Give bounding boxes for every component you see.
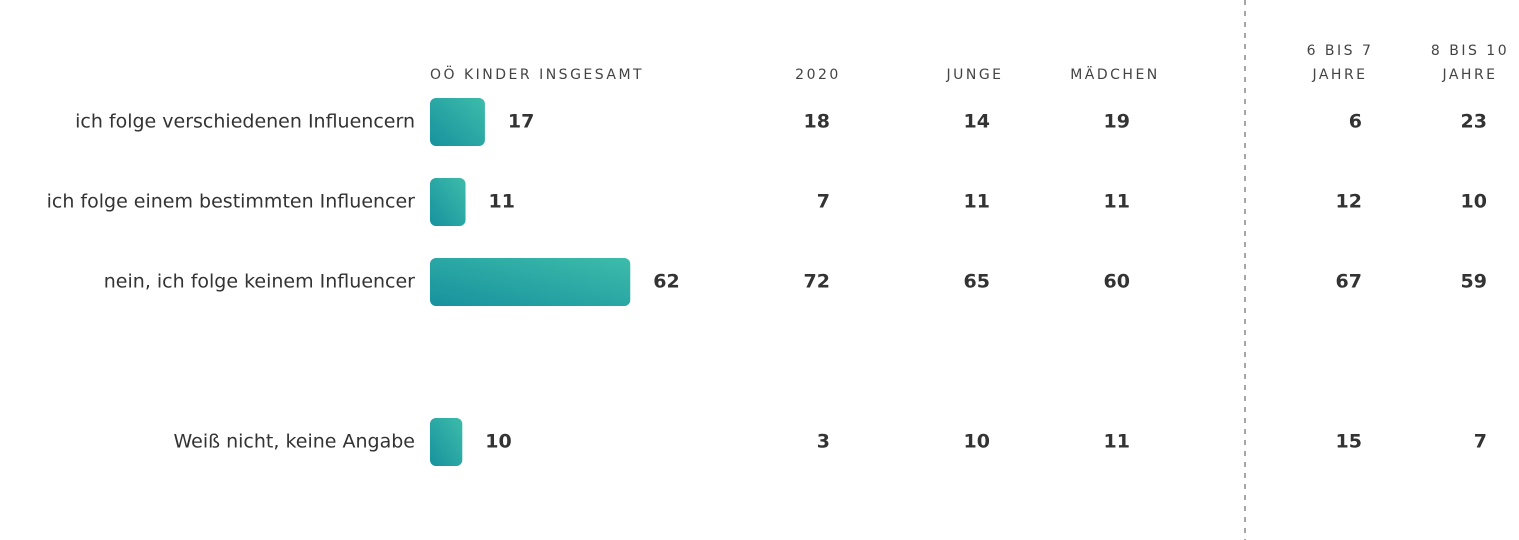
category-label: ich folge verschiedenen Influencern [75, 111, 415, 133]
column-value: 14 [964, 111, 990, 133]
bar [430, 418, 463, 466]
column-value: 65 [964, 271, 990, 293]
column-value: 11 [964, 191, 990, 213]
column-value: 67 [1336, 271, 1362, 293]
column-value: 23 [1461, 111, 1487, 133]
column-value: 7 [1474, 431, 1487, 453]
column-value: 18 [804, 111, 830, 133]
column-value: 59 [1461, 271, 1487, 293]
column-value: 72 [804, 271, 830, 293]
column-value: 15 [1336, 431, 1362, 453]
value-label: 10 [485, 431, 511, 453]
category-label: ich folge einem bestimmten Influencer [47, 191, 416, 213]
column-header: JAHRE [1441, 67, 1497, 83]
column-header: JAHRE [1311, 67, 1367, 83]
column-header: JUNGE [945, 67, 1003, 83]
column-value: 11 [1104, 191, 1130, 213]
category-label: nein, ich folge keinem Influencer [104, 271, 415, 293]
column-value: 60 [1104, 271, 1130, 293]
column-header: 6 BIS 7 [1307, 43, 1374, 59]
column-header: MÄDCHEN [1070, 65, 1160, 83]
column-value: 10 [964, 431, 990, 453]
column-value: 10 [1461, 191, 1487, 213]
column-value: 12 [1336, 191, 1362, 213]
column-header: 8 BIS 10 [1431, 43, 1509, 59]
column-value: 3 [817, 431, 830, 453]
value-label: 11 [489, 191, 515, 213]
bar [430, 178, 466, 226]
column-header: 2020 [795, 67, 841, 83]
column-value: 6 [1349, 111, 1362, 133]
bar [430, 98, 485, 146]
column-value: 11 [1104, 431, 1130, 453]
bar [430, 258, 631, 306]
value-label: 17 [508, 111, 534, 133]
category-label: Weiß nicht, keine Angabe [173, 431, 415, 453]
value-label: 62 [653, 271, 679, 293]
series-header: OÖ KINDER INSGESAMT [430, 65, 644, 83]
column-value: 7 [817, 191, 830, 213]
column-value: 19 [1104, 111, 1130, 133]
